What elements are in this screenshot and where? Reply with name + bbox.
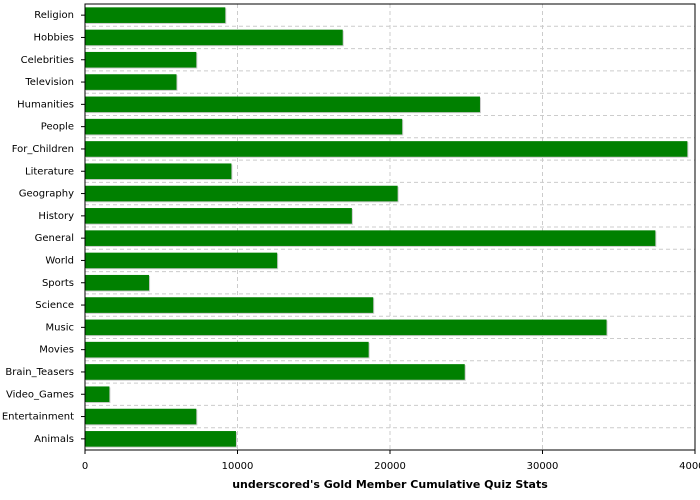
- y-tick-label: Literature: [25, 166, 74, 177]
- bar: [85, 319, 607, 336]
- x-tick-label: 30000: [527, 461, 559, 472]
- y-tick-label: Celebrities: [21, 55, 74, 66]
- bar: [85, 51, 197, 68]
- y-tick-label: World: [45, 255, 74, 266]
- plot-frame: [84, 3, 696, 451]
- bar: [85, 208, 352, 224]
- y-tick-label: Science: [35, 300, 74, 311]
- y-tick-label: Entertainment: [2, 412, 74, 423]
- bar: [85, 118, 403, 135]
- bar: [85, 163, 232, 180]
- y-tick-label: Hobbies: [34, 32, 74, 43]
- y-tick-label: Brain_Teasers: [5, 367, 74, 378]
- bar: [85, 185, 398, 202]
- y-tick-label: People: [41, 122, 74, 133]
- bar: [85, 386, 110, 403]
- bar: [85, 431, 236, 447]
- bar: [85, 341, 369, 358]
- y-tick-label: General: [35, 233, 74, 244]
- y-tick-label: For_Children: [12, 144, 74, 155]
- y-tick-label: Video_Games: [6, 389, 74, 400]
- y-tick-label: Humanities: [17, 99, 74, 110]
- y-tick-label: Geography: [19, 189, 74, 200]
- x-tick-label: 10000: [222, 461, 254, 472]
- y-tick-label: Television: [24, 77, 74, 88]
- bar: [85, 7, 226, 23]
- bar: [85, 408, 197, 425]
- x-tick-label: 0: [82, 461, 88, 472]
- y-tick-label: Sports: [42, 278, 74, 289]
- y-tick-label: Religion: [34, 10, 74, 21]
- x-tick-label: 40000: [679, 461, 700, 472]
- x-tick-label: 20000: [374, 461, 406, 472]
- y-tick-label: Animals: [34, 434, 74, 445]
- bar: [85, 230, 656, 246]
- bar: [85, 96, 480, 113]
- bar: [85, 297, 374, 313]
- y-tick-label: History: [38, 211, 74, 222]
- x-axis-label: underscored's Gold Member Cumulative Qui…: [232, 478, 548, 491]
- y-tick-label: Movies: [39, 345, 74, 356]
- bar: [85, 29, 343, 46]
- bar: [85, 274, 150, 291]
- bar: [85, 74, 177, 90]
- bar: [85, 252, 278, 269]
- bar: [85, 141, 688, 157]
- y-tick-label: Music: [46, 322, 74, 333]
- bar: [85, 364, 465, 380]
